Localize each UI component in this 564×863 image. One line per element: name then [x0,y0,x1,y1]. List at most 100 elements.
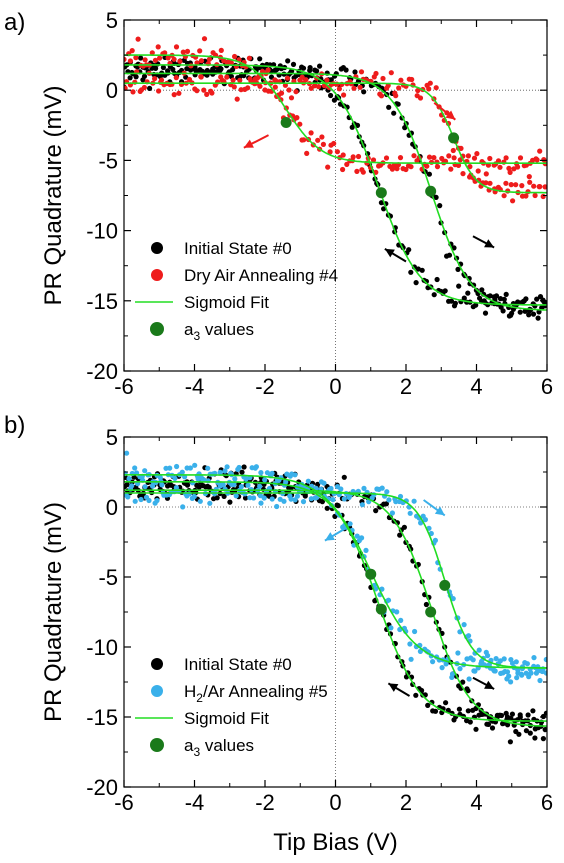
data-point [311,83,318,89]
x-tick-label: -6 [114,374,134,399]
data-point [394,609,400,615]
data-point [307,65,313,71]
data-point [433,85,439,91]
data-point [328,77,334,83]
data-point [180,49,186,55]
data-point [385,597,392,603]
data-point [532,735,538,741]
sigmoid-fit-line [124,64,547,306]
data-point [419,267,425,273]
data-point [138,496,144,503]
data-point [380,75,386,82]
data-point [262,477,268,483]
data-point [543,656,547,663]
data-point [422,517,428,523]
data-point [257,483,263,489]
data-point [171,56,177,62]
data-point [201,36,208,42]
data-point [194,88,200,94]
data-point [388,625,394,631]
y-tick-label: 0 [106,495,118,520]
data-point [142,484,148,490]
data-point [231,481,237,488]
data-point [465,708,471,714]
legend-label-subscript: 3 [193,329,200,343]
a3-value-marker [375,187,387,199]
data-point [542,727,547,733]
data-point [258,470,264,476]
legend-dot-marker [151,685,163,697]
data-point [207,500,213,506]
data-point [157,474,163,481]
data-point [214,495,220,501]
data-point [341,496,347,502]
data-point [508,715,514,722]
data-point [439,665,445,671]
data-point [525,712,531,718]
y-tick-label: -5 [98,148,118,173]
a3-value-marker [375,603,387,615]
data-point [519,672,525,678]
data-point [135,36,141,42]
data-point [180,504,186,510]
data-point [424,163,430,169]
data-point [238,87,244,93]
data-point [257,493,263,499]
data-point [301,137,307,143]
data-point [315,137,321,143]
legend-label-rest: /Ar Annealing #5 [203,682,328,701]
data-point [523,193,529,199]
data-point [186,491,192,497]
data-point [325,164,331,170]
a3-value-marker [448,132,460,144]
sigmoid-fit-line [124,82,547,194]
legend-label: Dry Air Annealing #4 [184,266,338,285]
data-point [403,166,409,173]
data-point [141,84,147,91]
data-point [238,484,244,490]
data-point [456,706,462,712]
data-point [220,482,226,488]
data-point [495,158,502,164]
data-point [224,464,230,470]
data-point [294,493,300,499]
data-point [412,628,418,635]
data-point [523,728,530,734]
data-point [153,65,159,71]
data-point [156,88,162,94]
direction-arrow-head [384,248,395,258]
x-tick-label: 0 [329,374,341,399]
data-point [227,499,233,505]
data-point [388,70,394,76]
legend-dot-marker [151,269,163,281]
data-point [508,182,514,188]
data-point [272,84,278,90]
data-point [286,87,292,93]
data-point [457,666,463,672]
data-point [152,76,158,82]
data-point [197,498,203,504]
data-point [317,63,323,69]
data-point [173,75,179,81]
data-point [532,192,538,199]
data-point [204,91,210,97]
data-point [428,159,435,165]
data-point [258,500,264,506]
data-point [542,184,547,190]
data-point [457,629,463,635]
data-point [450,147,456,154]
data-point [165,483,171,489]
data-point [393,93,399,99]
data-point [198,58,205,64]
data-point [397,532,403,538]
legend-label-subscript: 3 [193,745,200,759]
data-point [292,472,298,478]
data-point [132,465,138,471]
data-point [497,712,503,718]
data-point [308,496,314,502]
y-axis-title: PR Quadrature (mV) [40,85,67,305]
data-point [331,140,337,147]
data-point [257,83,263,89]
data-point [527,179,533,185]
data-point [196,471,202,477]
